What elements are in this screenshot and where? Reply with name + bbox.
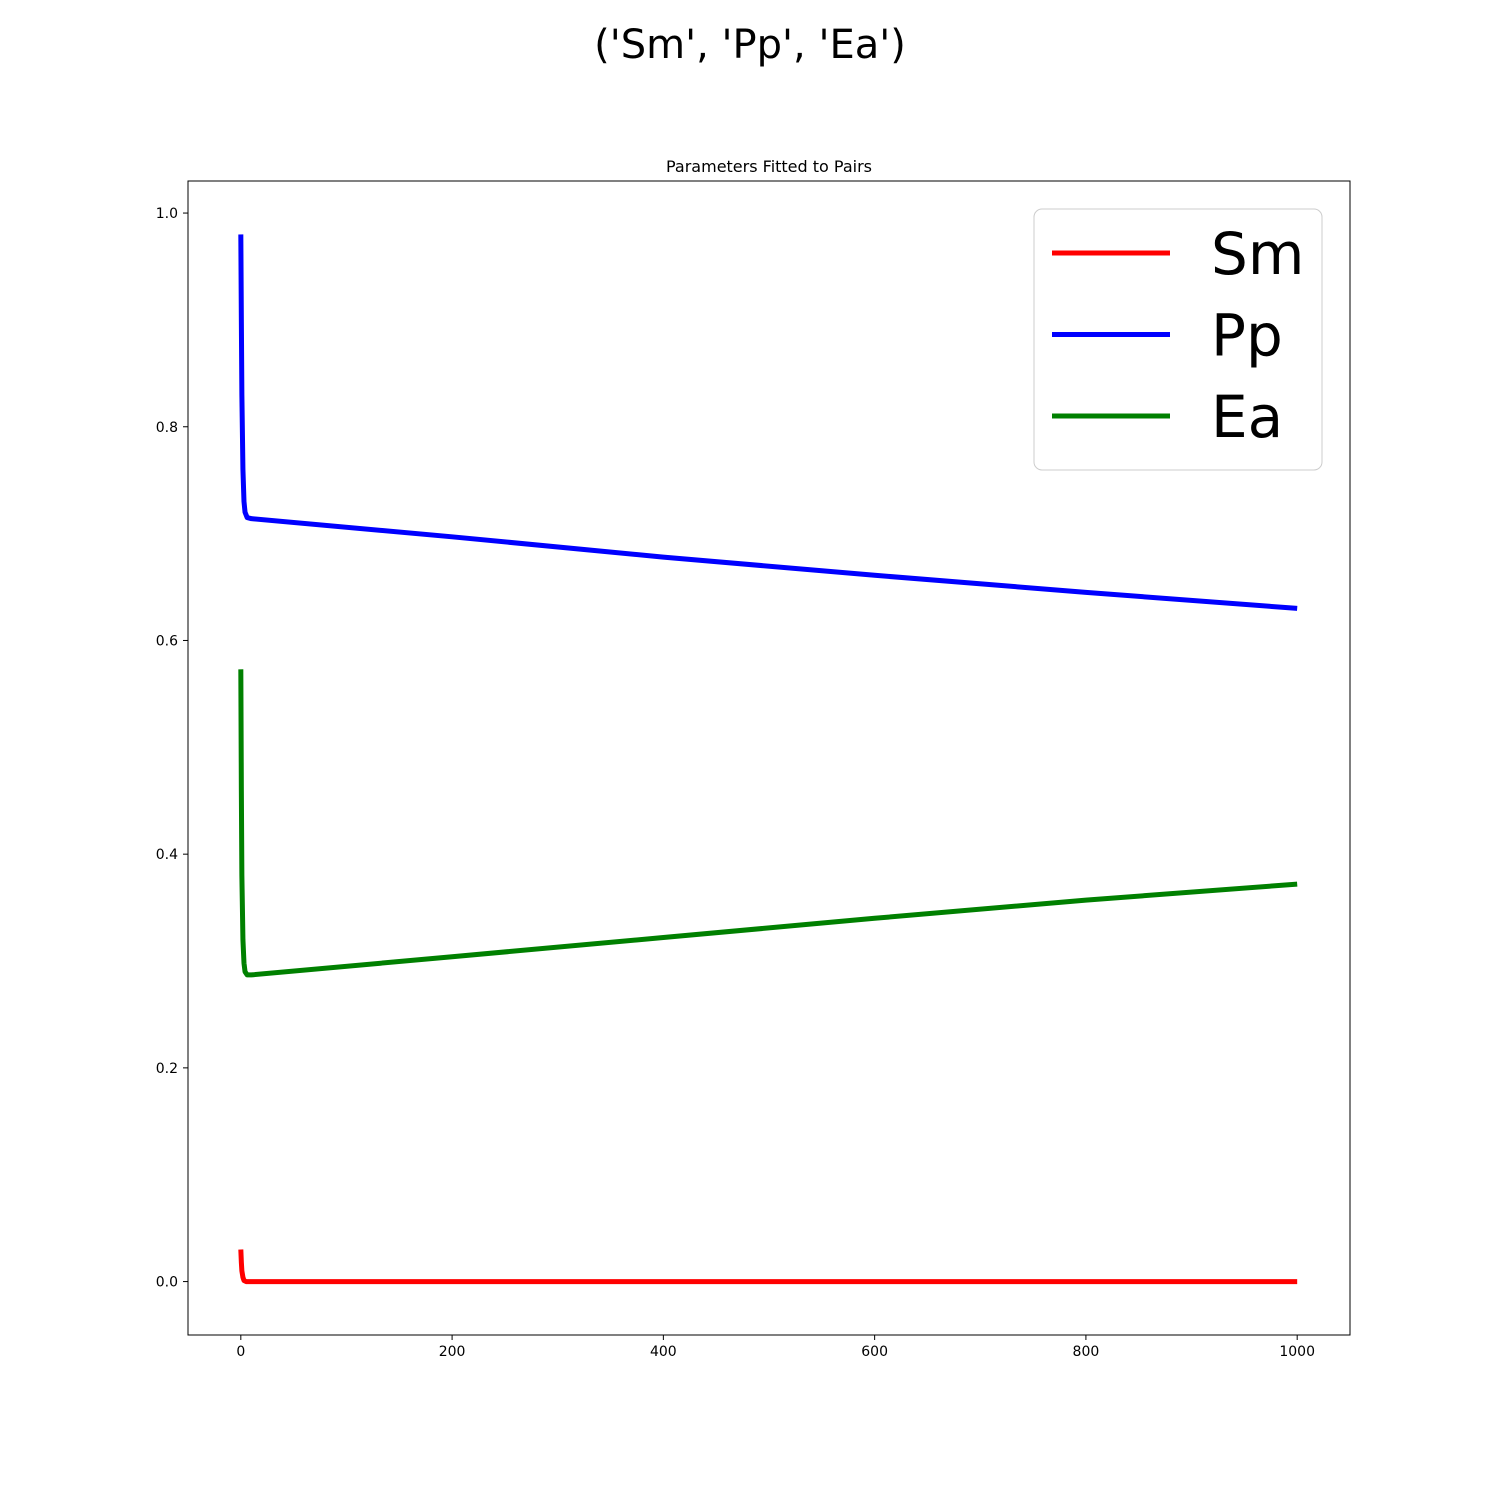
x-tick-label: 400 [650,1344,677,1360]
series-line-sm [238,1249,1298,1285]
x-tick-label: 0 [236,1344,245,1360]
figure-suptitle: ('Sm', 'Pp', 'Ea') [594,22,906,68]
y-tick-label: 0.8 [156,420,178,436]
x-tick-label: 1000 [1279,1344,1315,1360]
series-layer [238,234,1298,1285]
chart-title: Parameters Fitted to Pairs [666,157,872,176]
series-line-ea [238,669,1298,978]
x-tick-label: 800 [1073,1344,1100,1360]
x-tick-label: 200 [439,1344,466,1360]
y-tick-label: 0.0 [156,1275,178,1291]
legend-label-pp: Pp [1211,302,1283,370]
legend-label-ea: Ea [1211,383,1283,451]
x-tick-label: 600 [861,1344,888,1360]
legend-box [1033,208,1323,471]
y-tick-label: 0.2 [156,1061,178,1077]
y-tick-label: 0.6 [156,633,178,649]
series-line-pp [238,234,1298,611]
plot-area-frame [187,180,1351,1336]
y-tick-label: 1.0 [156,206,178,222]
legend: Sm Pp Ea [1033,208,1323,471]
legend-label-sm: Sm [1211,220,1304,288]
y-tick-label: 0.4 [156,847,178,863]
ticks-layer: 0 200 400 600 800 1000 0.0 0.2 0.4 0.6 0.8 1.0 [156,206,1315,1360]
